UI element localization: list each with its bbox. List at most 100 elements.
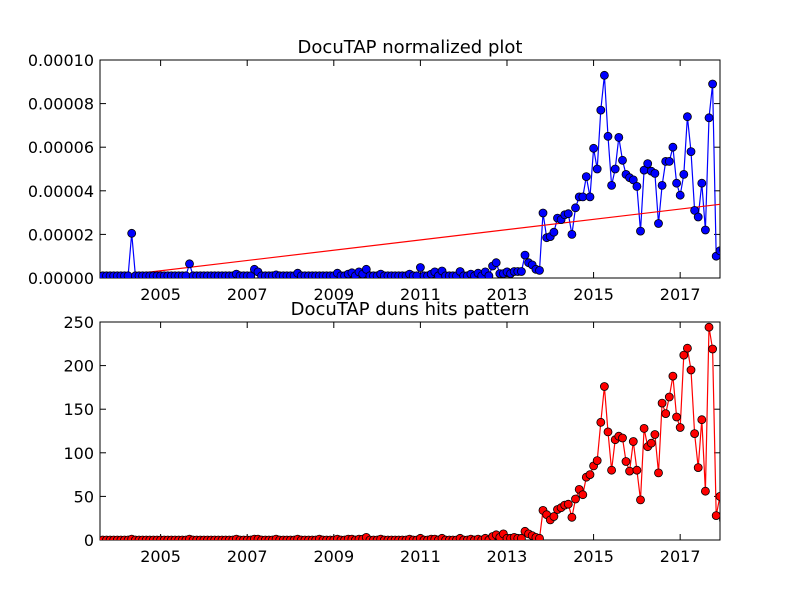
top-data-point [127, 228, 137, 238]
bottom-data-point [690, 429, 699, 439]
top-data-point [491, 258, 501, 268]
bottom-x-tick-label: 2007 [227, 547, 268, 566]
bottom-data-point [625, 466, 634, 476]
top-data-point [697, 178, 707, 188]
bottom-data-point [715, 492, 720, 501]
top-data-point [679, 169, 689, 179]
top-data-point [686, 147, 696, 157]
bottom-data-point [618, 433, 627, 443]
bottom-data-point [578, 490, 588, 500]
top-series-line [102, 75, 720, 277]
bottom-data-point [592, 456, 602, 466]
bottom-x-tick-label: 2017 [660, 547, 701, 566]
top-data-point [535, 265, 544, 275]
top-x-tick-label: 2011 [400, 285, 441, 304]
top-data-point [567, 229, 577, 239]
bottom-data-point [563, 499, 573, 509]
bottom-data-point [646, 438, 656, 448]
top-data-point [675, 190, 685, 200]
top-data-point [585, 192, 595, 202]
bottom-data-point [600, 382, 609, 391]
top-x-tick-label: 2013 [487, 285, 528, 304]
bottom-data-point [632, 465, 642, 475]
bottom-data-point [672, 412, 681, 422]
top-data-point [517, 267, 526, 276]
bottom-data-point [668, 371, 678, 381]
top-data-point [668, 142, 678, 152]
top-data-point [723, 244, 731, 252]
bottom-data-point [639, 423, 649, 433]
bottom-x-tick-label: 2015 [573, 547, 614, 566]
bottom-axes-frame [99, 321, 721, 541]
bottom-data-point [607, 465, 616, 475]
bottom-data-point [650, 430, 660, 439]
bottom-data-point [549, 512, 559, 521]
top-data-point [664, 156, 674, 166]
top-data-point [672, 178, 681, 188]
top-x-tick-label: 2007 [227, 285, 268, 304]
bottom-data-point [621, 457, 631, 466]
top-data-point [484, 271, 494, 278]
bottom-data-point [679, 350, 689, 360]
top-data-point [607, 180, 616, 190]
top-y-tick-label: 0.00010 [28, 51, 94, 70]
top-y-tick-label: 0.00006 [28, 138, 94, 157]
bottom-data-point [664, 392, 674, 402]
bottom-data-point [654, 468, 663, 478]
top-data-point [181, 271, 191, 278]
bottom-data-point [693, 463, 703, 473]
top-data-point [632, 181, 642, 191]
top-data-point [571, 203, 580, 213]
bottom-data-point [686, 365, 696, 375]
bottom-data-point [596, 417, 606, 427]
top-data-point [690, 205, 699, 215]
top-data-point [654, 219, 663, 228]
bottom-data-point [567, 512, 577, 522]
bottom-data-point [585, 470, 595, 480]
top-data-point [614, 132, 624, 142]
bottom-data-point [517, 533, 526, 540]
bottom-data-point [571, 494, 580, 504]
top-y-tick-label: 0.00000 [28, 269, 94, 288]
top-data-point [715, 246, 720, 256]
bottom-data-point [697, 415, 707, 425]
bottom-data-point [723, 509, 731, 517]
top-y-tick-label: 0.00008 [28, 95, 94, 114]
top-data-point [415, 263, 425, 272]
top-data-point [693, 212, 703, 222]
bottom-y-tick-label: 200 [63, 357, 94, 376]
bottom-data-point [704, 322, 714, 332]
bottom-data-point [657, 398, 667, 408]
bottom-y-tick-label: 50 [74, 487, 94, 506]
top-data-point [719, 247, 720, 253]
bottom-y-tick-label: 250 [63, 313, 94, 332]
top-trend-line [100, 203, 720, 278]
bottom-y-tick-label: 100 [63, 444, 94, 463]
bottom-chart-title: DocuTAP duns hits pattern [291, 299, 530, 320]
top-y-tick-label: 0.00002 [28, 225, 94, 244]
top-data-point [578, 192, 588, 202]
top-data-point [650, 168, 660, 178]
top-y-tick-label: 0.00004 [28, 182, 94, 201]
top-plot-area: 2005 2007 2009 2011 2013 2015 2017 0.00000 0.000… [28, 51, 735, 304]
bottom-chart: DocuTAP duns hits pattern 2005 2007 2009 20… [63, 299, 735, 566]
top-x-tick-label: 2009 [313, 285, 354, 304]
bottom-data-point [708, 344, 717, 354]
top-data-point [610, 164, 620, 174]
top-data-point [563, 209, 573, 219]
bottom-y-tick-label: 150 [63, 400, 94, 419]
top-data-point [683, 112, 692, 122]
top-x-tick-label: 2005 [140, 285, 181, 304]
top-data-point [704, 113, 714, 123]
bottom-data-point [683, 343, 692, 353]
bottom-data-point [727, 517, 735, 525]
top-data-point [520, 250, 530, 260]
top-data-point [708, 79, 717, 89]
bottom-data-point [661, 409, 671, 419]
top-data-point [727, 234, 735, 242]
bottom-x-tick-label: 2005 [140, 547, 181, 566]
top-chart-title: DocuTAP normalized plot [298, 37, 523, 58]
top-axes-frame [99, 59, 721, 279]
top-data-point [636, 226, 645, 236]
